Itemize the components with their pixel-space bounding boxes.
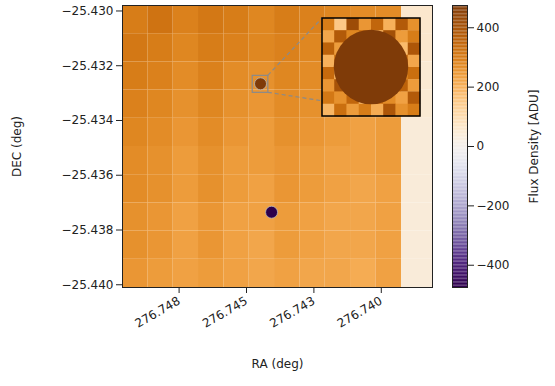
svg-text:0: 0 — [477, 139, 485, 153]
svg-text:276.740: 276.740 — [335, 294, 385, 331]
svg-text:−25.434: −25.434 — [61, 113, 113, 127]
svg-text:276.743: 276.743 — [267, 294, 317, 331]
svg-text:400: 400 — [477, 21, 500, 35]
svg-text:276.745: 276.745 — [200, 294, 250, 331]
svg-text:−25.438: −25.438 — [61, 223, 113, 237]
svg-text:−25.432: −25.432 — [61, 59, 113, 73]
svg-text:276.748: 276.748 — [133, 294, 183, 331]
svg-text:−25.436: −25.436 — [61, 168, 113, 182]
svg-text:Flux Density [ADU]: Flux Density [ADU] — [527, 90, 541, 204]
svg-text:−200: −200 — [477, 199, 510, 213]
svg-text:DEC (deg): DEC (deg) — [10, 116, 24, 177]
svg-text:200: 200 — [477, 80, 500, 94]
svg-text:−400: −400 — [477, 258, 510, 272]
svg-text:−25.440: −25.440 — [61, 278, 113, 292]
svg-text:−25.430: −25.430 — [61, 4, 113, 18]
svg-text:RA (deg): RA (deg) — [252, 357, 304, 371]
